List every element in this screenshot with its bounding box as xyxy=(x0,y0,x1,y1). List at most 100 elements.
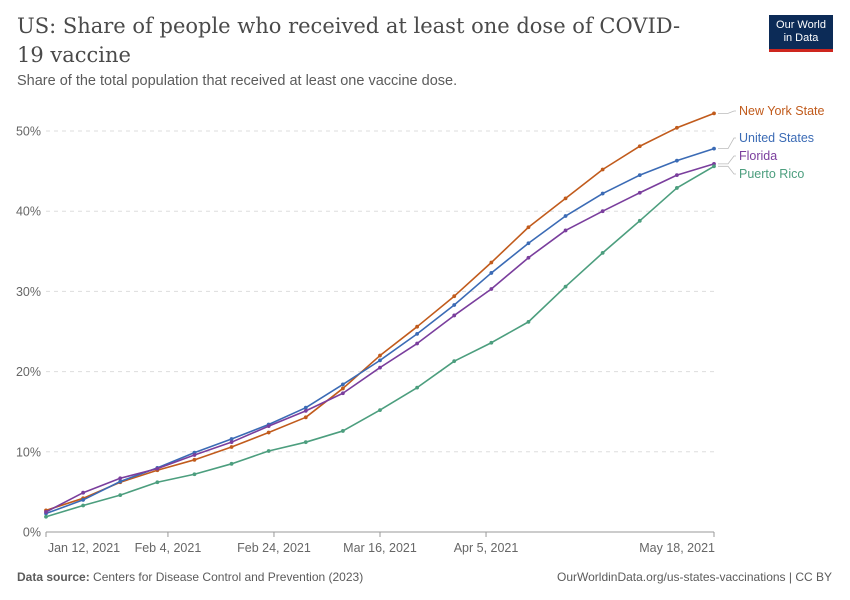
legend-label: New York State xyxy=(739,104,825,118)
data-point xyxy=(712,146,716,151)
data-point xyxy=(81,503,86,508)
y-tick-label: 20% xyxy=(16,365,41,379)
data-point xyxy=(637,218,642,223)
data-point xyxy=(489,271,494,275)
data-point xyxy=(489,260,494,265)
source-label: Data source: xyxy=(17,570,90,584)
data-point xyxy=(340,386,345,391)
data-point xyxy=(118,493,123,498)
data-point xyxy=(637,190,642,195)
data-point xyxy=(526,255,531,260)
data-point xyxy=(526,319,531,324)
legend-connector xyxy=(718,137,736,150)
legend-label: United States xyxy=(739,131,814,145)
data-point xyxy=(81,490,86,495)
data-point xyxy=(266,424,271,429)
legend-label: Puerto Rico xyxy=(739,167,804,181)
data-point xyxy=(340,391,345,396)
data-point xyxy=(81,498,86,502)
data-point xyxy=(600,191,605,196)
x-tick-label: Mar 16, 2021 xyxy=(343,541,417,555)
data-point xyxy=(489,287,494,291)
data-point xyxy=(266,430,271,435)
data-point xyxy=(378,353,382,358)
data-point xyxy=(712,164,716,169)
data-point xyxy=(526,241,531,246)
data-point xyxy=(155,480,160,485)
data-point xyxy=(637,144,642,149)
data-point xyxy=(415,385,420,390)
source-url-link[interactable]: OurWorldinData.org/us-states-vaccination… xyxy=(557,570,832,584)
data-point xyxy=(192,457,197,462)
data-point xyxy=(563,214,568,218)
legend-connector xyxy=(718,165,736,175)
data-point xyxy=(563,284,568,289)
data-point xyxy=(563,228,568,233)
chart-subtitle: Share of the total population that recei… xyxy=(17,73,458,89)
data-point xyxy=(452,294,457,299)
data-point xyxy=(712,111,716,116)
data-point xyxy=(44,510,48,514)
x-tick-label: Feb 4, 2021 xyxy=(135,541,202,555)
data-point xyxy=(229,445,234,449)
y-tick-label: 50% xyxy=(16,125,41,139)
series-line xyxy=(45,112,715,512)
data-point xyxy=(340,382,345,387)
x-tick-label: Jan 12, 2021 xyxy=(48,541,120,555)
data-point xyxy=(415,341,420,346)
series-line xyxy=(45,147,715,515)
data-point xyxy=(229,437,234,441)
data-point xyxy=(192,472,197,477)
data-point xyxy=(452,303,457,307)
x-tick-label: Apr 5, 2021 xyxy=(454,541,519,555)
data-point xyxy=(192,453,197,457)
data-point xyxy=(600,209,605,214)
data-point xyxy=(155,466,160,471)
source-text: Centers for Disease Control and Preventi… xyxy=(93,570,364,584)
owid-logo[interactable]: Our World in Data xyxy=(769,15,833,52)
data-point xyxy=(637,173,642,178)
data-point xyxy=(674,125,679,130)
y-tick-label: 30% xyxy=(16,285,41,299)
data-point xyxy=(452,313,457,318)
data-point xyxy=(526,225,531,230)
data-point xyxy=(229,461,234,466)
data-point xyxy=(118,476,123,481)
data-point xyxy=(674,186,679,190)
chart-title: US: Share of people who received at leas… xyxy=(17,14,681,67)
data-point xyxy=(489,340,494,345)
y-tick-label: 40% xyxy=(16,205,41,219)
x-tick-label: Feb 24, 2021 xyxy=(237,541,311,555)
data-point xyxy=(452,359,457,364)
data-point xyxy=(303,440,308,445)
logo-line-1: Our World xyxy=(776,19,826,31)
series-line xyxy=(45,165,715,518)
data-point xyxy=(303,415,308,420)
series-line xyxy=(45,163,715,513)
y-tick-label: 10% xyxy=(16,445,41,459)
data-point xyxy=(378,358,382,363)
data-point xyxy=(415,324,420,329)
data-point xyxy=(674,173,679,178)
data-point xyxy=(229,440,234,445)
data-point xyxy=(415,332,420,336)
data-point xyxy=(378,408,382,412)
y-tick-label: 0% xyxy=(23,526,41,540)
data-point xyxy=(600,167,605,172)
data-point xyxy=(340,429,345,433)
x-tick-label: May 18, 2021 xyxy=(639,541,715,555)
data-point xyxy=(600,251,605,255)
legend-connector xyxy=(718,110,736,114)
logo-line-2: in Data xyxy=(783,32,819,44)
data-point xyxy=(266,449,271,453)
data-point xyxy=(563,196,568,201)
data-point xyxy=(303,408,308,413)
legend-connector xyxy=(718,155,736,165)
data-point xyxy=(44,514,48,519)
data-point xyxy=(118,479,123,484)
data-point xyxy=(378,365,382,370)
data-point xyxy=(674,158,679,163)
legend-label: Florida xyxy=(739,149,777,163)
data-source-note: Data source: Centers for Disease Control… xyxy=(17,570,363,584)
